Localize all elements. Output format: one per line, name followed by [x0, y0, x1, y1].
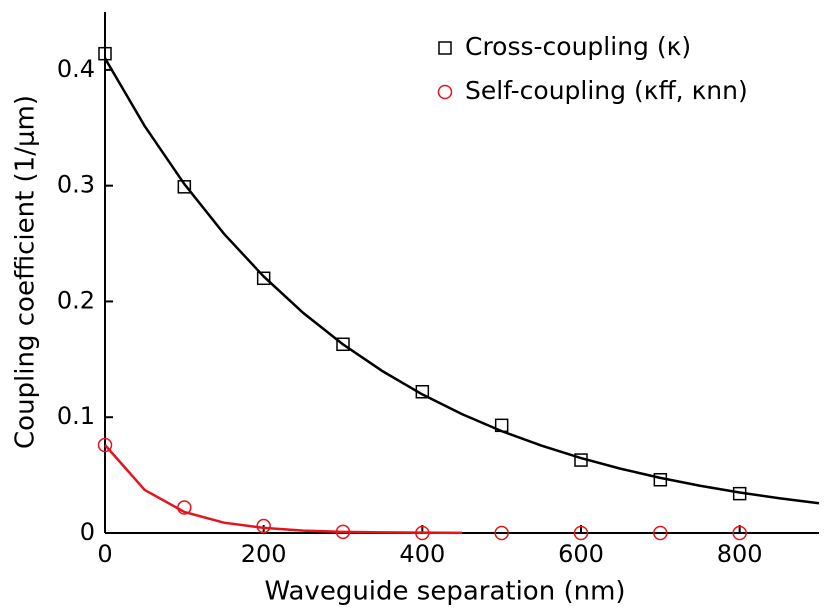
y-axis-label: Coupling coefficient (1/μm): [11, 95, 41, 449]
y-tick-label: 0.4: [57, 55, 95, 83]
point: [98, 46, 112, 61]
point: [335, 524, 351, 540]
point: [415, 525, 430, 541]
point: [177, 180, 192, 194]
point: [256, 271, 271, 286]
x-tick-label: 200: [241, 540, 287, 568]
x-tick-label: 400: [399, 540, 445, 568]
point: [494, 525, 509, 541]
point: [256, 518, 271, 534]
point: [97, 437, 113, 453]
point: [653, 472, 668, 487]
point: [336, 337, 350, 352]
y-tick-label: 0.3: [57, 171, 95, 199]
legend-label: Cross-coupling (κ): [465, 32, 691, 61]
x-tick-label: 600: [558, 540, 604, 568]
legend-marker: [438, 41, 452, 55]
x-axis-label: Waveguide separation (nm): [264, 577, 625, 607]
legend-marker: [437, 84, 453, 100]
y-tick-label: 0.2: [57, 286, 95, 314]
point: [494, 418, 509, 433]
x-tick-label: 0: [97, 540, 112, 568]
legend-label: Self-coupling (κff, κnn): [465, 76, 748, 105]
fit-curve: [103, 57, 820, 505]
point: [574, 453, 588, 467]
y-tick-label: 0.1: [57, 402, 95, 430]
x-tick-label: 800: [717, 540, 763, 568]
point: [415, 385, 430, 399]
point: [653, 525, 668, 541]
point: [177, 500, 192, 515]
point: [732, 525, 747, 541]
point: [732, 486, 747, 501]
fit-curve: [104, 444, 463, 535]
y-tick-label: 0: [80, 518, 95, 546]
point: [573, 525, 589, 541]
